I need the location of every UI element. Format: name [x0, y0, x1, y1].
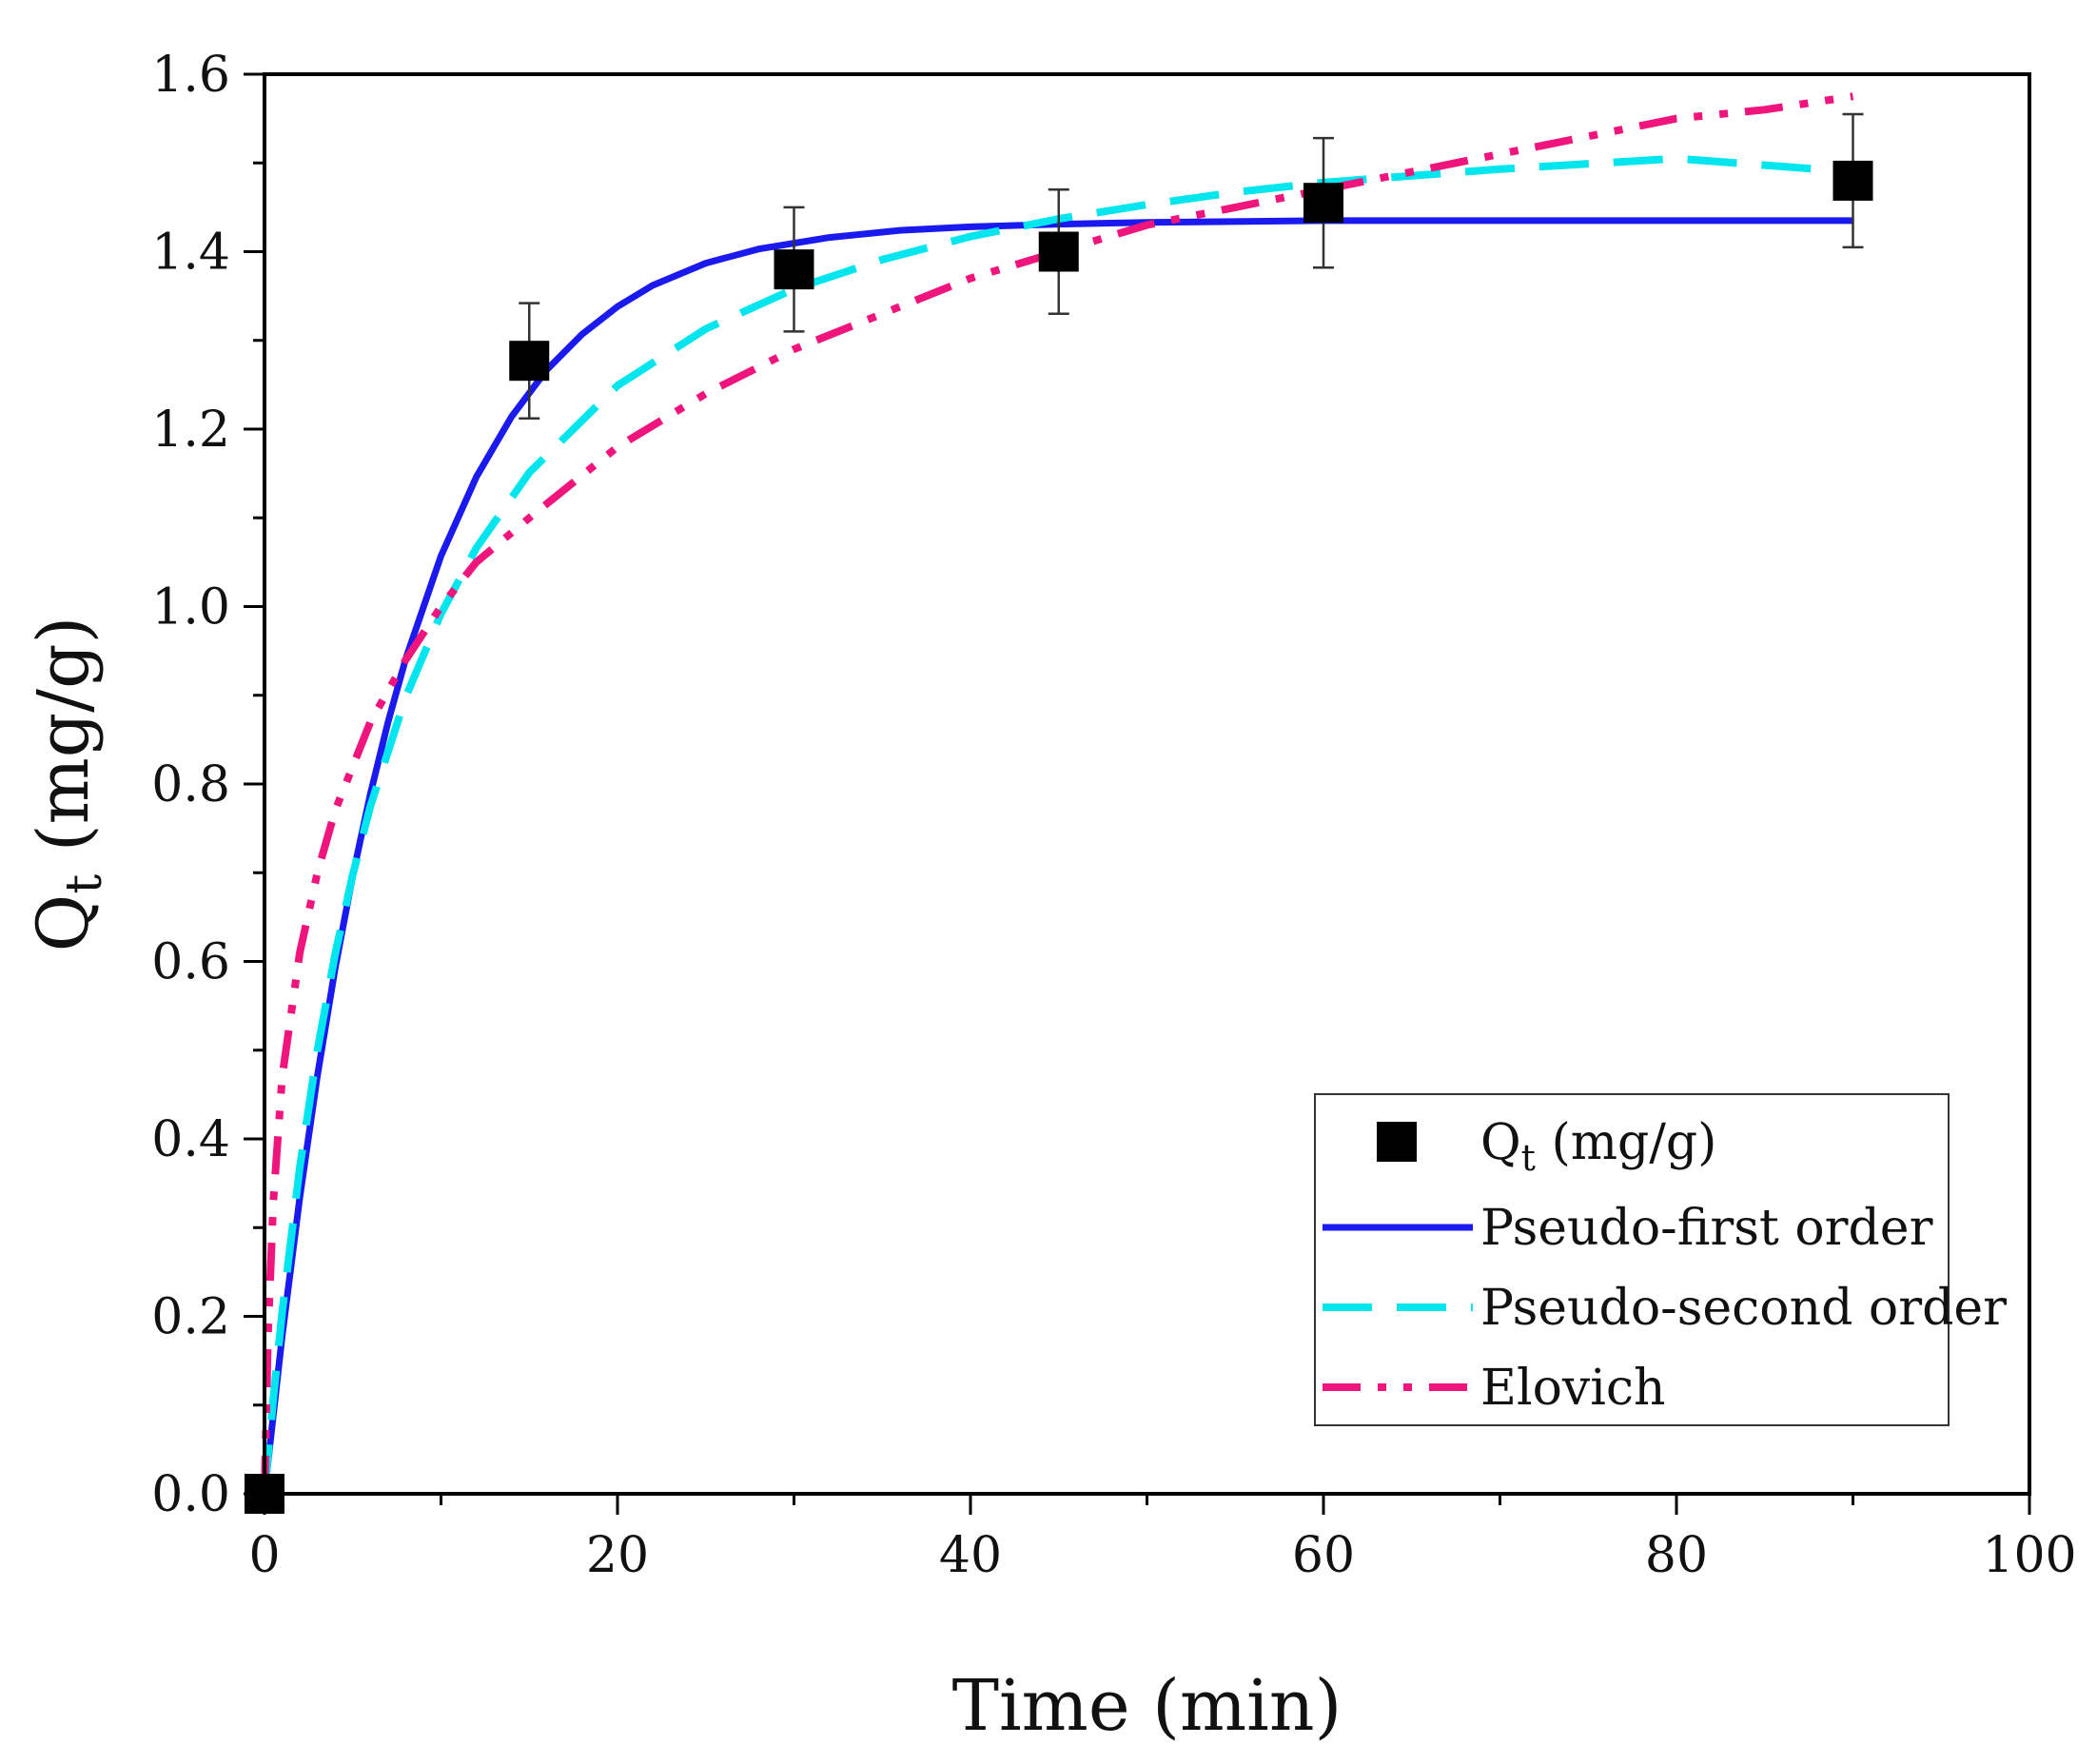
data-point — [1038, 231, 1079, 272]
legend-label-main: Pseudo-first order — [1480, 1200, 1933, 1257]
plot-area-frame — [263, 72, 2031, 1496]
legend-label: Pseudo-second order — [1480, 1280, 2007, 1337]
series-line-elovich — [261, 92, 1854, 1495]
legend-label-subscript: t — [1521, 1137, 1536, 1179]
legend-label: Elovich — [1480, 1360, 1666, 1417]
tick-marks — [244, 72, 2031, 1515]
data-point — [1303, 183, 1343, 224]
x-axis-title: Time (min) — [952, 1665, 1342, 1747]
x-tick-label: 100 — [1982, 1527, 2076, 1584]
data-points — [245, 112, 1873, 1514]
y-tick-label: 0.6 — [151, 934, 230, 991]
y-tick-label: 0.8 — [151, 756, 230, 813]
y-axis-title-subscript: t — [56, 874, 113, 894]
legend-label-main: Pseudo-second order — [1480, 1280, 2007, 1337]
data-point — [774, 249, 814, 290]
y-tick-label: 1.4 — [151, 225, 230, 282]
y-axis-title-unit: (mg/g) — [23, 617, 105, 874]
y-tick-labels: 0.0 0.2 0.4 0.6 0.8 1.0 1.2 1.4 1.6 — [151, 47, 230, 1523]
legend-label-main: Elovich — [1480, 1360, 1666, 1417]
legend-marker — [1377, 1122, 1417, 1162]
data-point — [1832, 160, 1873, 201]
series-line-pseudo-second-order — [261, 154, 1853, 1495]
x-tick-labels: 0 20 40 60 80 100 — [248, 1527, 2076, 1584]
y-axis-title-main: Q — [23, 894, 105, 952]
x-tick-label: 80 — [1645, 1527, 1708, 1584]
legend: Qt (mg/g) Pseudo-first order Pseudo-second… — [1314, 1093, 2007, 1426]
y-tick-label: 0.2 — [151, 1289, 230, 1346]
x-tick-label: 40 — [939, 1527, 1002, 1584]
x-tick-label: 20 — [586, 1527, 649, 1584]
y-tick-label: 1.0 — [151, 579, 230, 637]
data-point — [509, 341, 550, 382]
x-tick-label: 0 — [248, 1527, 280, 1584]
y-tick-label: 1.2 — [151, 402, 230, 459]
x-tick-label: 60 — [1292, 1527, 1355, 1584]
legend-box — [1314, 1093, 1950, 1426]
y-tick-label: 0.0 — [151, 1466, 230, 1523]
y-tick-label: 0.4 — [151, 1111, 230, 1168]
y-axis-title: Qt (mg/g) — [23, 617, 113, 952]
y-tick-label: 1.6 — [151, 47, 230, 104]
legend-label: Qt (mg/g) — [1480, 1114, 1716, 1179]
legend-label-unit: (mg/g) — [1536, 1114, 1717, 1171]
legend-label-main: Q — [1480, 1114, 1521, 1171]
legend-label: Pseudo-first order — [1480, 1200, 1933, 1257]
fit-curves — [261, 92, 1854, 1495]
